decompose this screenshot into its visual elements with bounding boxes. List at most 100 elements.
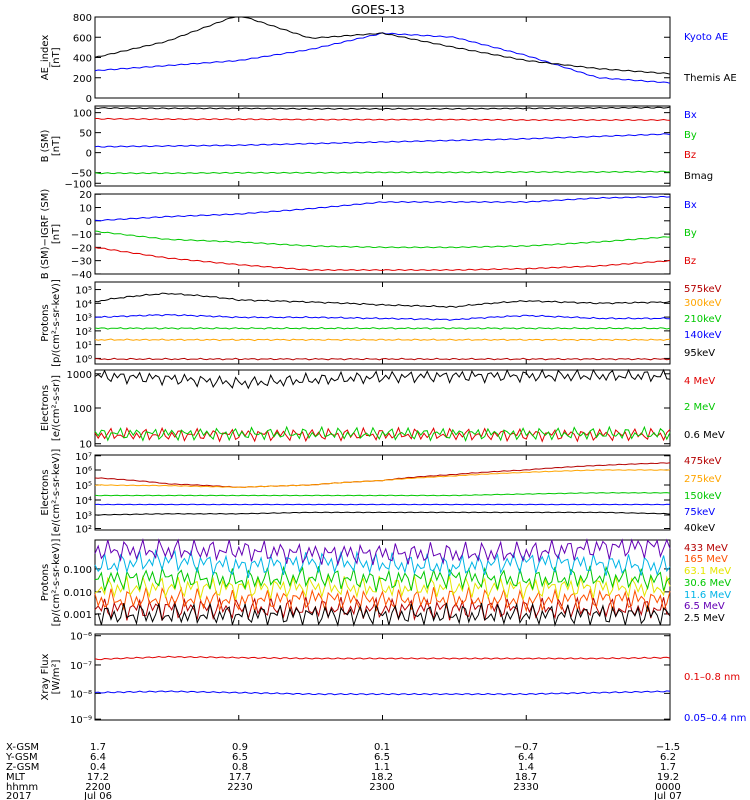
footer-value: 6.2 xyxy=(660,752,676,763)
legend-label: 300keV xyxy=(684,298,722,309)
series-line xyxy=(94,196,671,222)
panel-b-sm: 100 50 0 −50−100 B (SM) [nT] Bx By Bz Bmag xyxy=(40,105,713,190)
y-tick-label: 10⁻⁷ xyxy=(70,661,92,672)
legend-label: 63.1 MeV xyxy=(684,566,731,577)
legend-label: 4 MeV xyxy=(684,376,715,387)
series-line xyxy=(94,338,671,342)
series-line xyxy=(94,106,671,110)
panel-xray: 10⁻⁶ 10⁻⁷ 10⁻⁸ 10⁻⁹ Xray Flux [W/m²] 0.1–0.8 n… xyxy=(40,632,746,726)
y-axis-label: [p/(cm²-s-sr-keV)] xyxy=(51,279,62,367)
y-axis-label: AE_index xyxy=(40,35,51,81)
series-line xyxy=(94,32,671,84)
legend-label: 0.6 MeV xyxy=(684,430,725,441)
legend-label: 0.1–0.8 nm xyxy=(684,672,740,683)
footer-value: 1.4 xyxy=(518,762,534,773)
y-tick-label: 10⁶ xyxy=(75,466,92,477)
footer-value: 2300 xyxy=(369,782,394,793)
footer-row-label: X-GSM xyxy=(6,742,39,753)
y-tick-label: −50 xyxy=(71,169,92,180)
series-line xyxy=(94,170,671,175)
y-tick-label: 10⁰ xyxy=(75,354,92,365)
legend-label: 95keV xyxy=(684,348,715,359)
y-tick-label: 10 xyxy=(79,440,92,451)
footer-value: 2200 xyxy=(85,782,110,793)
footer-value: 0.9 xyxy=(232,742,248,753)
y-axis-label: Electrons xyxy=(40,469,51,515)
series-line xyxy=(94,548,671,579)
series-line xyxy=(94,368,671,390)
legend-label: 210keV xyxy=(684,314,722,325)
legend-label: 433 MeV xyxy=(684,543,728,554)
y-tick-label: 10¹ xyxy=(75,341,92,352)
y-tick-label: 10 xyxy=(79,204,92,215)
legend-label: 165 MeV xyxy=(684,554,728,565)
legend-label: Bz xyxy=(684,256,696,267)
y-tick-label: 10⁻⁸ xyxy=(70,689,92,700)
series-line xyxy=(94,426,671,443)
legend-label: Kyoto AE xyxy=(684,32,728,43)
footer-value: 19.2 xyxy=(657,772,679,783)
series-line xyxy=(95,117,671,122)
footer-value: 0.1 xyxy=(374,742,390,753)
y-tick-label: 10⁴ xyxy=(75,299,92,310)
series-line xyxy=(94,491,671,497)
legend-label: 140keV xyxy=(684,330,722,341)
series-line xyxy=(94,314,670,321)
footer-row-label: Y-GSM xyxy=(5,752,38,763)
footer-value: 1.7 xyxy=(90,742,106,753)
ephemeris-footer: X-GSMY-GSMZ-GSMMLThhmm20171.76.40.417.22… xyxy=(5,742,682,800)
legend-label: Bz xyxy=(684,150,696,161)
series-line xyxy=(94,292,671,308)
series-line xyxy=(94,596,671,622)
footer-row-label: MLT xyxy=(6,772,26,783)
legend-label: 275keV xyxy=(684,474,722,485)
y-tick-label: 10² xyxy=(75,327,92,338)
footer-value: 17.7 xyxy=(229,772,251,783)
series-line xyxy=(94,690,671,696)
y-axis-label: Protons xyxy=(40,304,51,341)
y-tick-label: 10⁵ xyxy=(75,286,92,297)
legend-label: Themis AE xyxy=(683,73,737,84)
series-line xyxy=(94,538,671,567)
footer-value: 1.1 xyxy=(374,762,390,773)
panel-protons-low: 10⁵ 10⁴ 10³ 10² 10¹ 10⁰ Protons [p/(cm²-s-sr-ke… xyxy=(40,279,722,367)
series-line xyxy=(94,503,671,506)
panel-b-igrf: 20 10 0 −10 −20 −30 −40 B (SM)−IGRF (SM) [nT] Bx B… xyxy=(40,189,697,281)
y-axis-label: B (SM) xyxy=(40,129,51,162)
legend-label: 6.5 MeV xyxy=(684,601,725,612)
y-axis-label: [W/m²] xyxy=(51,659,62,694)
y-tick-label: 50 xyxy=(79,129,92,140)
legend-label: Bmag xyxy=(684,171,713,182)
y-tick-label: 100 xyxy=(73,404,92,415)
footer-value: 0.4 xyxy=(90,762,106,773)
footer-value: 18.7 xyxy=(515,772,537,783)
series-line xyxy=(94,469,671,488)
y-axis-label: [e/(cm²-s-sr-keV)] xyxy=(51,449,62,537)
y-tick-label: 10⁷ xyxy=(75,452,92,463)
footer-value: 2330 xyxy=(513,782,538,793)
y-axis-label: [nT] xyxy=(51,136,62,156)
y-tick-label: −20 xyxy=(71,243,92,254)
footer-row-label: 2017 xyxy=(6,791,31,800)
y-tick-label: 10² xyxy=(75,525,92,536)
footer-value: 6.4 xyxy=(90,752,106,763)
series-line xyxy=(94,230,671,249)
footer-value: 0000 xyxy=(655,782,680,793)
series-line xyxy=(94,511,671,516)
footer-value: 6.5 xyxy=(232,752,248,763)
footer-value: 17.2 xyxy=(87,772,109,783)
legend-label: 0.05–0.4 nm xyxy=(684,713,746,724)
y-tick-label: −100 xyxy=(65,179,92,190)
y-tick-label: −30 xyxy=(71,257,92,268)
y-tick-label: 0 xyxy=(86,217,92,228)
legend-label: 475keV xyxy=(684,456,722,467)
y-axis-label: [e/(cm²-s-sr)] xyxy=(51,375,62,441)
y-tick-label: −40 xyxy=(71,270,92,281)
footer-value: 2230 xyxy=(227,782,252,793)
y-axis-label: Electrons xyxy=(40,385,51,431)
panel-frame xyxy=(94,281,671,365)
y-tick-label: 10⁴ xyxy=(75,496,92,507)
panel-frame xyxy=(94,16,671,99)
series-line xyxy=(94,246,671,272)
